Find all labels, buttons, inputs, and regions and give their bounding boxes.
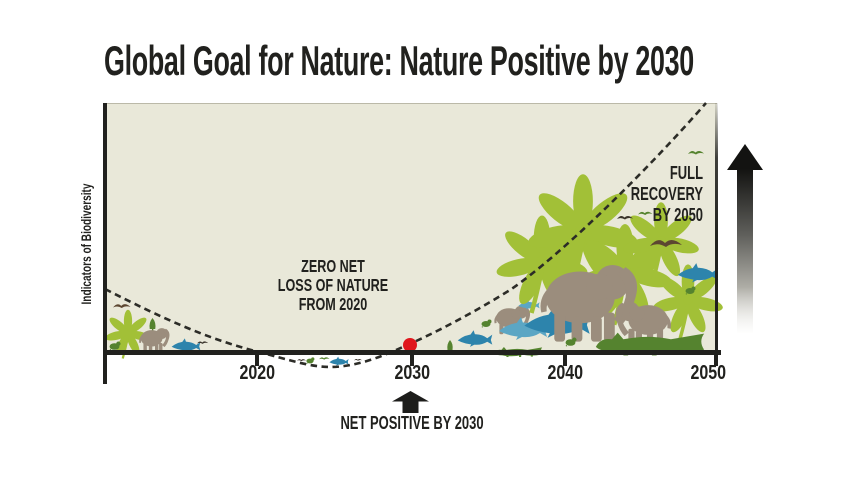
page-title: Global Goal for Nature: Nature Positive … bbox=[104, 40, 850, 82]
bird-icon bbox=[297, 359, 306, 362]
x-tick-label-2020: 2020 bbox=[239, 362, 275, 384]
annotation-zero-net-loss: ZERO NET LOSS OF NATURE FROM 2020 bbox=[277, 256, 389, 314]
shark-icon bbox=[457, 330, 493, 347]
biodiversity-curve bbox=[104, 102, 707, 369]
bird-icon bbox=[354, 358, 362, 361]
x-tick-label-2030: 2030 bbox=[394, 362, 430, 384]
x-tick-2030 bbox=[410, 352, 414, 366]
elephant-icon bbox=[139, 328, 170, 353]
y-axis-line bbox=[103, 103, 107, 384]
bird-icon bbox=[113, 304, 131, 309]
recovery-gradient-arrow-icon bbox=[727, 144, 763, 333]
y-axis-label: Indicators of Biodiversity bbox=[78, 183, 94, 305]
net-positive-marker bbox=[403, 338, 417, 352]
frog-icon bbox=[306, 357, 315, 364]
frog-icon bbox=[565, 337, 577, 347]
x-tick-2050 bbox=[714, 352, 718, 366]
net-positive-arrow-icon bbox=[392, 391, 429, 413]
shark-icon bbox=[329, 356, 349, 366]
annotation-full-recovery: FULL RECOVERY BY 2050 bbox=[630, 163, 703, 225]
x-tick-2040 bbox=[563, 352, 567, 366]
x-tick-label-2040: 2040 bbox=[547, 362, 583, 384]
plot-area bbox=[103, 102, 726, 369]
frog-icon bbox=[481, 319, 492, 328]
plot-right-border bbox=[715, 103, 718, 352]
bird-icon bbox=[688, 150, 704, 155]
x-tick-label-2050: 2050 bbox=[690, 362, 726, 384]
page-title-text: Global Goal for Nature: Nature Positive … bbox=[104, 37, 694, 84]
annotation-net-positive: NET POSITIVE BY 2030 bbox=[340, 413, 484, 433]
bird-icon bbox=[319, 357, 330, 360]
x-tick-2020 bbox=[255, 352, 259, 366]
chart-scene bbox=[103, 102, 726, 369]
